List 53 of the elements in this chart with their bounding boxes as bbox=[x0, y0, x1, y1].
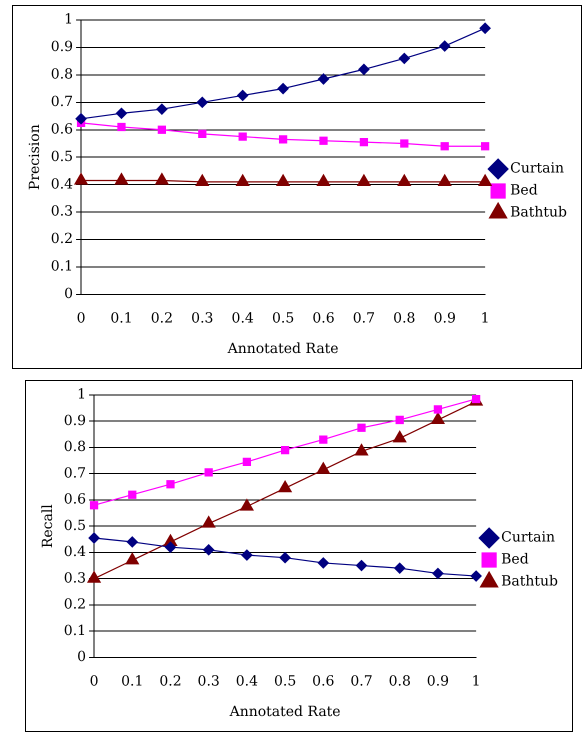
x-tick-label: 0.3 bbox=[198, 673, 220, 690]
legend-label: Bathtub bbox=[510, 204, 568, 221]
y-tick-label: 0 bbox=[77, 649, 86, 666]
x-tick-label: 0.2 bbox=[150, 310, 174, 326]
x-tick-label: 0.4 bbox=[232, 310, 254, 326]
y-tick-label: 0.8 bbox=[64, 439, 86, 456]
y-tick-label: 0.6 bbox=[50, 121, 74, 138]
y-tick-label: 0.1 bbox=[64, 622, 86, 639]
legend-label: Bed bbox=[501, 552, 529, 568]
y-tick-label: 0.5 bbox=[50, 148, 74, 165]
y-tick-label: 0.2 bbox=[50, 231, 74, 248]
x-tick-label: 0.5 bbox=[272, 310, 294, 326]
y-tick-label: 0.5 bbox=[64, 518, 86, 534]
x-tick-label: 0.7 bbox=[352, 310, 376, 326]
y-tick-label: 0.4 bbox=[50, 176, 74, 192]
legend-label: Curtain bbox=[510, 160, 564, 177]
y-axis-title: Precision bbox=[27, 124, 44, 190]
x-axis-title: Annotated Rate bbox=[226, 341, 339, 358]
y-tick-label: 0.2 bbox=[64, 596, 86, 613]
y-tick-label: 0.4 bbox=[64, 544, 86, 560]
x-tick-label: 1 bbox=[480, 310, 490, 326]
x-tick-label: 0.5 bbox=[274, 673, 296, 690]
y-axis-title: Recall bbox=[40, 504, 56, 548]
x-tick-label: 0.9 bbox=[434, 310, 456, 326]
x-tick-label: 0.1 bbox=[110, 310, 133, 326]
y-tick-label: 0.3 bbox=[50, 204, 74, 220]
x-tick-label: 0.8 bbox=[393, 310, 416, 326]
x-axis-title: Annotated Rate bbox=[228, 704, 341, 720]
x-tick-label: 0.8 bbox=[388, 673, 411, 690]
y-tick-label: 0.9 bbox=[50, 39, 74, 56]
y-tick-label: 0.6 bbox=[64, 492, 86, 508]
y-tick-label: 0.9 bbox=[64, 412, 86, 429]
y-tick-label: 0 bbox=[64, 286, 74, 302]
legend-label: Bathtub bbox=[501, 574, 558, 590]
y-tick-label: 0.7 bbox=[50, 94, 74, 110]
x-tick-label: 0.1 bbox=[121, 673, 144, 690]
x-tick-label: 1 bbox=[472, 673, 481, 690]
y-tick-label: 0.1 bbox=[50, 258, 74, 275]
legend-label: Curtain bbox=[501, 530, 556, 546]
x-tick-label: 0.9 bbox=[426, 673, 450, 690]
x-tick-label: 0.4 bbox=[236, 673, 258, 690]
y-tick-label: 0.8 bbox=[50, 66, 74, 83]
x-tick-label: 0.6 bbox=[312, 673, 335, 690]
x-tick-label: 0.2 bbox=[159, 673, 182, 690]
y-tick-label: 0.7 bbox=[64, 465, 86, 482]
x-tick-label: 0.6 bbox=[312, 310, 335, 326]
x-tick-label: 0.7 bbox=[350, 673, 373, 690]
x-tick-label: 0 bbox=[90, 673, 99, 690]
legend-label: Bed bbox=[510, 182, 538, 199]
x-tick-label: 0.3 bbox=[191, 310, 214, 326]
y-tick-label: 1 bbox=[64, 12, 74, 28]
y-tick-label: 0.3 bbox=[64, 570, 86, 586]
y-tick-label: 1 bbox=[77, 386, 86, 403]
